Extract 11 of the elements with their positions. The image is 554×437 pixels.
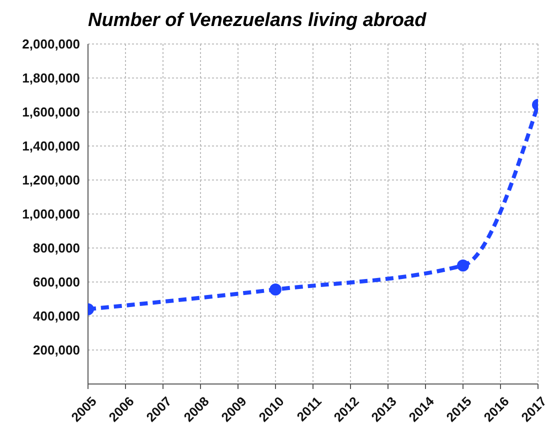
y-tick-label: 200,000 [33, 342, 80, 358]
y-tick-label: 800,000 [33, 240, 80, 256]
y-tick-label: 1,000,000 [22, 206, 80, 222]
y-tick-label: 400,000 [33, 308, 80, 324]
y-tick-label: 2,000,000 [22, 36, 80, 52]
y-tick-label: 1,400,000 [22, 138, 80, 154]
y-tick-label: 1,600,000 [22, 104, 80, 120]
y-tick-label: 1,200,000 [22, 172, 80, 188]
chart-title: Number of Venezuelans living abroad [88, 9, 428, 33]
y-tick-label: 1,800,000 [22, 70, 80, 86]
y-tick-label: 600,000 [33, 274, 80, 290]
